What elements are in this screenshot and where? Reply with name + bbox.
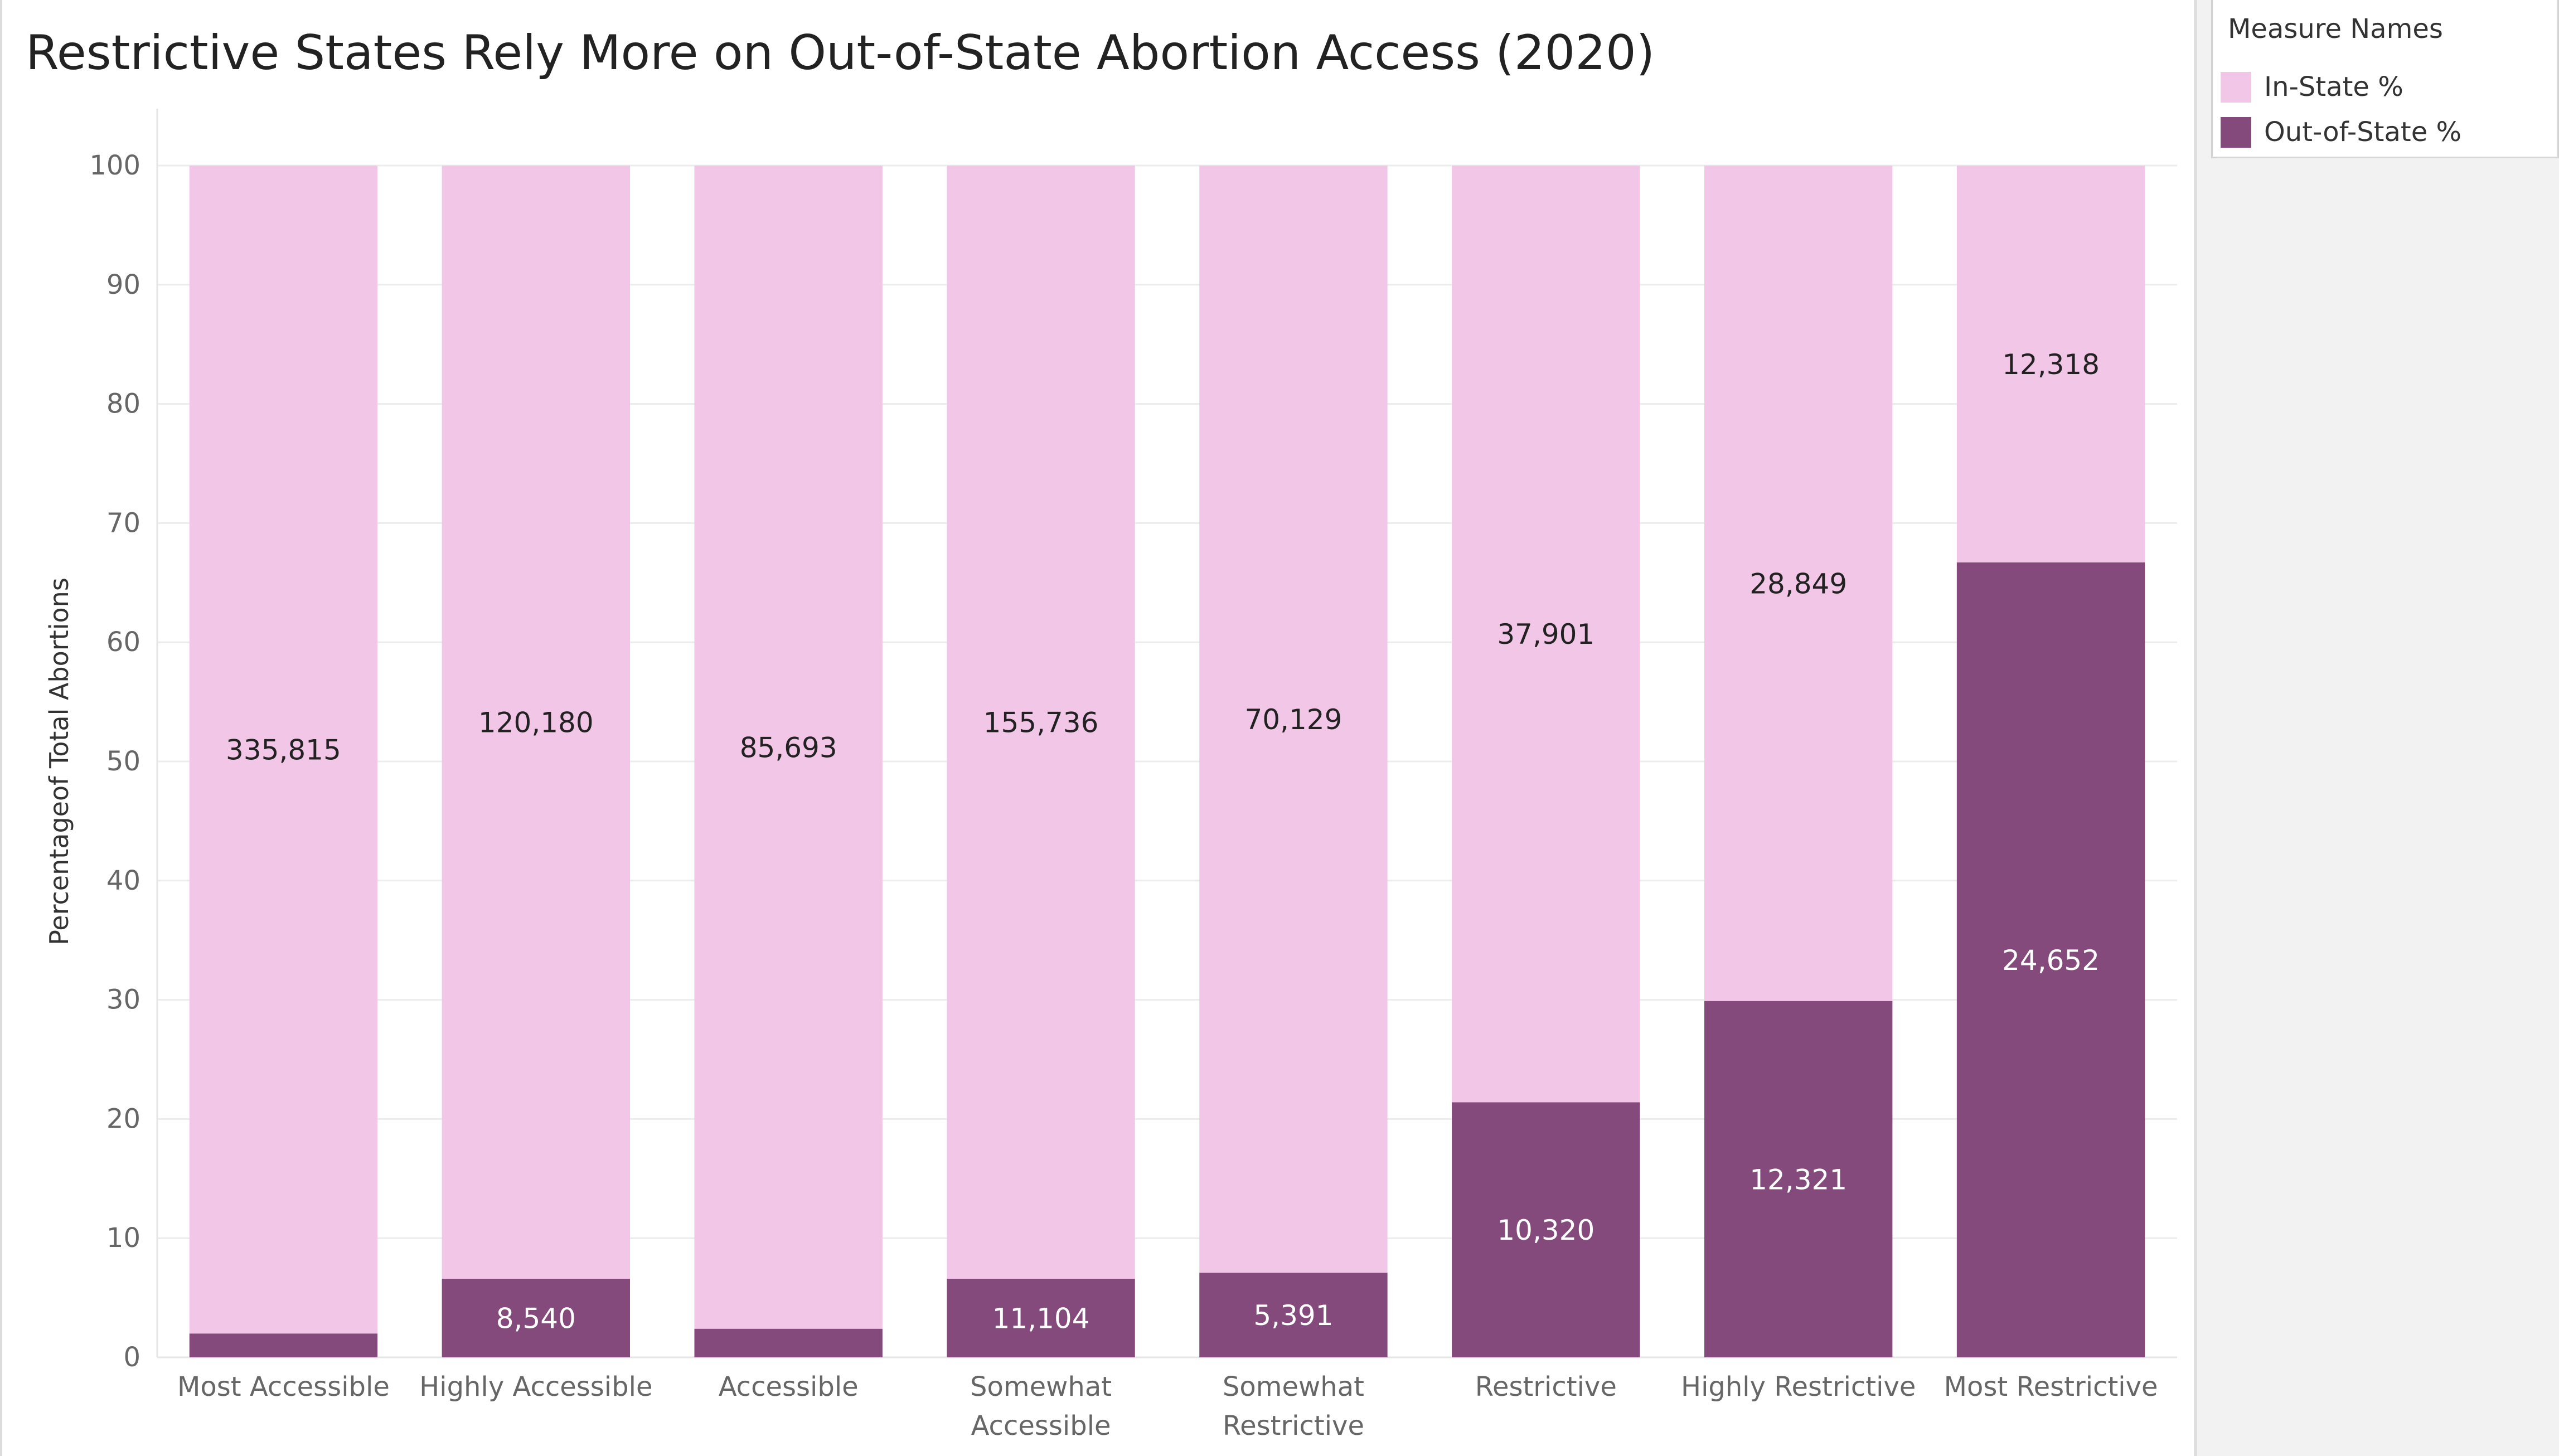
bar-out-of-state bbox=[1956, 562, 2145, 1357]
y-tick-label: 20 bbox=[106, 1103, 140, 1134]
bar-out-of-state bbox=[1452, 1102, 1640, 1357]
stacked-bar-chart: 0 10 20 30 40 50 60 70 80 90 100 Percentageof Total… bbox=[44, 109, 2177, 1442]
x-tick-label: Restrictive bbox=[1223, 1410, 1364, 1442]
bar-out-of-state bbox=[1199, 1273, 1388, 1357]
data-label: 335,815 bbox=[226, 734, 341, 766]
y-tick-label: 70 bbox=[106, 507, 140, 538]
bar-in-state bbox=[442, 166, 631, 1279]
data-label: 85,693 bbox=[740, 731, 837, 764]
data-label: 11,104 bbox=[992, 1302, 1090, 1334]
legend-title: Measure Names bbox=[2228, 13, 2443, 45]
bar-in-state bbox=[947, 166, 1135, 1279]
x-tick-label: Somewhat bbox=[1223, 1371, 1364, 1402]
bar-out-of-state bbox=[694, 1328, 883, 1357]
y-tick-label: 90 bbox=[106, 269, 140, 300]
chart-title: Restrictive States Rely More on Out-of-S… bbox=[26, 25, 1655, 81]
data-label: 155,736 bbox=[983, 706, 1099, 739]
x-tick-label: Highly Accessible bbox=[419, 1371, 652, 1402]
data-label: 12,321 bbox=[1749, 1163, 1847, 1196]
bar-out-of-state bbox=[189, 1333, 378, 1357]
legend-item-in-state[interactable]: In-State % bbox=[2221, 68, 2550, 107]
legend: Measure Names In-State % Out-of-State % bbox=[2211, 0, 2559, 158]
bar-in-state bbox=[1956, 166, 2145, 562]
bar-in-state bbox=[1199, 166, 1388, 1273]
y-tick-label: 10 bbox=[106, 1222, 140, 1254]
bar-out-of-state bbox=[1704, 1001, 1893, 1357]
x-tick-label: Most Restrictive bbox=[1944, 1371, 2158, 1402]
x-tick-label: Somewhat bbox=[970, 1371, 1112, 1402]
y-axis-title: Percentageof Total Abortions bbox=[44, 577, 74, 945]
y-tick-label: 0 bbox=[123, 1342, 140, 1373]
y-tick-label: 30 bbox=[106, 984, 140, 1016]
y-tick-label: 80 bbox=[106, 389, 140, 420]
x-tick-label: Accessible bbox=[719, 1371, 859, 1402]
legend-label-out-of-state: Out-of-State % bbox=[2264, 117, 2462, 148]
data-label: 37,901 bbox=[1497, 618, 1594, 651]
data-label: 10,320 bbox=[1497, 1214, 1594, 1246]
legend-item-out-of-state[interactable]: Out-of-State % bbox=[2221, 113, 2550, 152]
y-tick-label: 40 bbox=[106, 865, 140, 896]
data-label: 8,540 bbox=[496, 1302, 576, 1334]
legend-panel bbox=[2197, 0, 2559, 1456]
bar-out-of-state bbox=[442, 1278, 631, 1357]
data-label: 120,180 bbox=[478, 706, 594, 739]
panel-divider[interactable] bbox=[2194, 0, 2197, 1456]
bar-in-state bbox=[189, 166, 378, 1334]
legend-label-in-state: In-State % bbox=[2264, 71, 2403, 103]
data-label: 5,391 bbox=[1253, 1299, 1333, 1332]
x-tick-label: Accessible bbox=[971, 1410, 1111, 1442]
data-label: 28,849 bbox=[1749, 567, 1847, 600]
bar-in-state bbox=[1452, 166, 1640, 1103]
x-tick-label: Most Accessible bbox=[177, 1371, 390, 1402]
data-label: 24,652 bbox=[2002, 944, 2100, 977]
x-tick-label: Restrictive bbox=[1475, 1371, 1617, 1402]
frame-border bbox=[0, 0, 2, 1456]
y-tick-label: 60 bbox=[106, 627, 140, 658]
x-tick-label: Highly Restrictive bbox=[1681, 1371, 1916, 1402]
data-label: 70,129 bbox=[1244, 703, 1342, 736]
legend-swatch-out-of-state bbox=[2221, 117, 2251, 148]
y-tick-label: 100 bbox=[89, 150, 140, 181]
data-label: 12,318 bbox=[2002, 348, 2100, 381]
y-tick-label: 50 bbox=[106, 746, 140, 777]
legend-swatch-in-state bbox=[2221, 72, 2251, 103]
bar-in-state bbox=[694, 166, 883, 1329]
bar-in-state bbox=[1704, 166, 1893, 1001]
bar-out-of-state bbox=[947, 1278, 1135, 1357]
